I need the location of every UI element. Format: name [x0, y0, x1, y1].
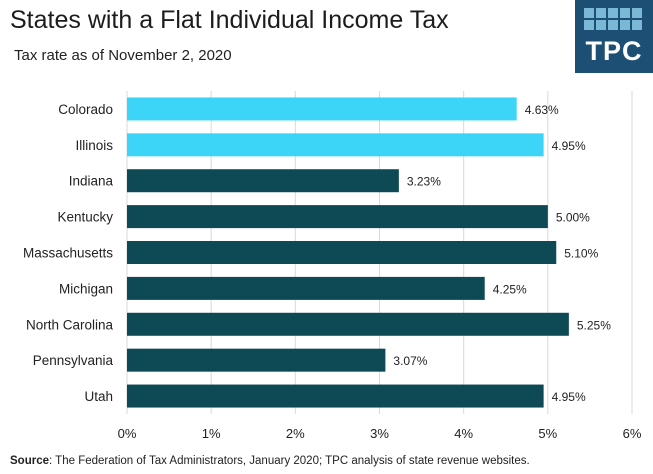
- x-tick-label: 2%: [286, 426, 305, 441]
- category-label: Massachusetts: [23, 246, 113, 261]
- logo-square: [632, 20, 642, 30]
- chart-subtitle: Tax rate as of November 2, 2020: [14, 47, 232, 64]
- data-label: 5.25%: [577, 318, 611, 332]
- bar: [127, 205, 548, 229]
- source-label: Source: [10, 455, 49, 467]
- logo-square: [584, 20, 594, 30]
- category-label: Michigan: [59, 281, 113, 296]
- data-label: 5.10%: [564, 247, 598, 261]
- data-label: 4.25%: [493, 282, 527, 296]
- bar: [127, 241, 557, 264]
- source-text: : The Federation of Tax Administrators, …: [49, 455, 530, 467]
- logo-square: [620, 8, 630, 18]
- bar: [127, 384, 544, 408]
- x-tick-label: 1%: [202, 426, 221, 441]
- bar: [127, 348, 386, 372]
- category-label: Utah: [84, 389, 113, 404]
- tpc-logo: TPC: [575, 0, 653, 73]
- data-label: 5.00%: [556, 211, 590, 225]
- x-tick-label: 6%: [623, 426, 642, 441]
- bar: [127, 312, 569, 336]
- category-label: Pennsylvania: [33, 353, 114, 368]
- bar: [127, 169, 399, 193]
- logo-text: TPC: [585, 36, 643, 66]
- x-tick-label: 0%: [118, 426, 137, 441]
- logo-square: [620, 20, 630, 30]
- bar: [127, 133, 544, 157]
- logo-square: [584, 8, 594, 18]
- category-label: Indiana: [69, 174, 114, 189]
- x-tick-label: 5%: [538, 426, 557, 441]
- data-label: 3.07%: [393, 354, 427, 368]
- bar: [127, 97, 517, 121]
- category-label: Colorado: [58, 102, 113, 117]
- data-label: 3.23%: [407, 175, 441, 189]
- data-label: 4.63%: [525, 103, 559, 117]
- bar: [127, 276, 485, 300]
- x-tick-label: 3%: [370, 426, 389, 441]
- x-tick-label: 4%: [454, 426, 473, 441]
- logo-square: [608, 8, 618, 18]
- logo-square: [596, 8, 606, 18]
- source-note: Source: The Federation of Tax Administra…: [10, 455, 530, 467]
- logo-square: [608, 20, 618, 30]
- category-label: North Carolina: [26, 317, 114, 332]
- category-label: Illinois: [75, 138, 113, 153]
- data-label: 4.95%: [552, 390, 586, 404]
- category-label: Kentucky: [57, 210, 113, 225]
- chart-title: States with a Flat Individual Income Tax: [10, 6, 449, 34]
- data-label: 4.95%: [552, 139, 586, 153]
- logo-square: [632, 8, 642, 18]
- logo-square: [596, 20, 606, 30]
